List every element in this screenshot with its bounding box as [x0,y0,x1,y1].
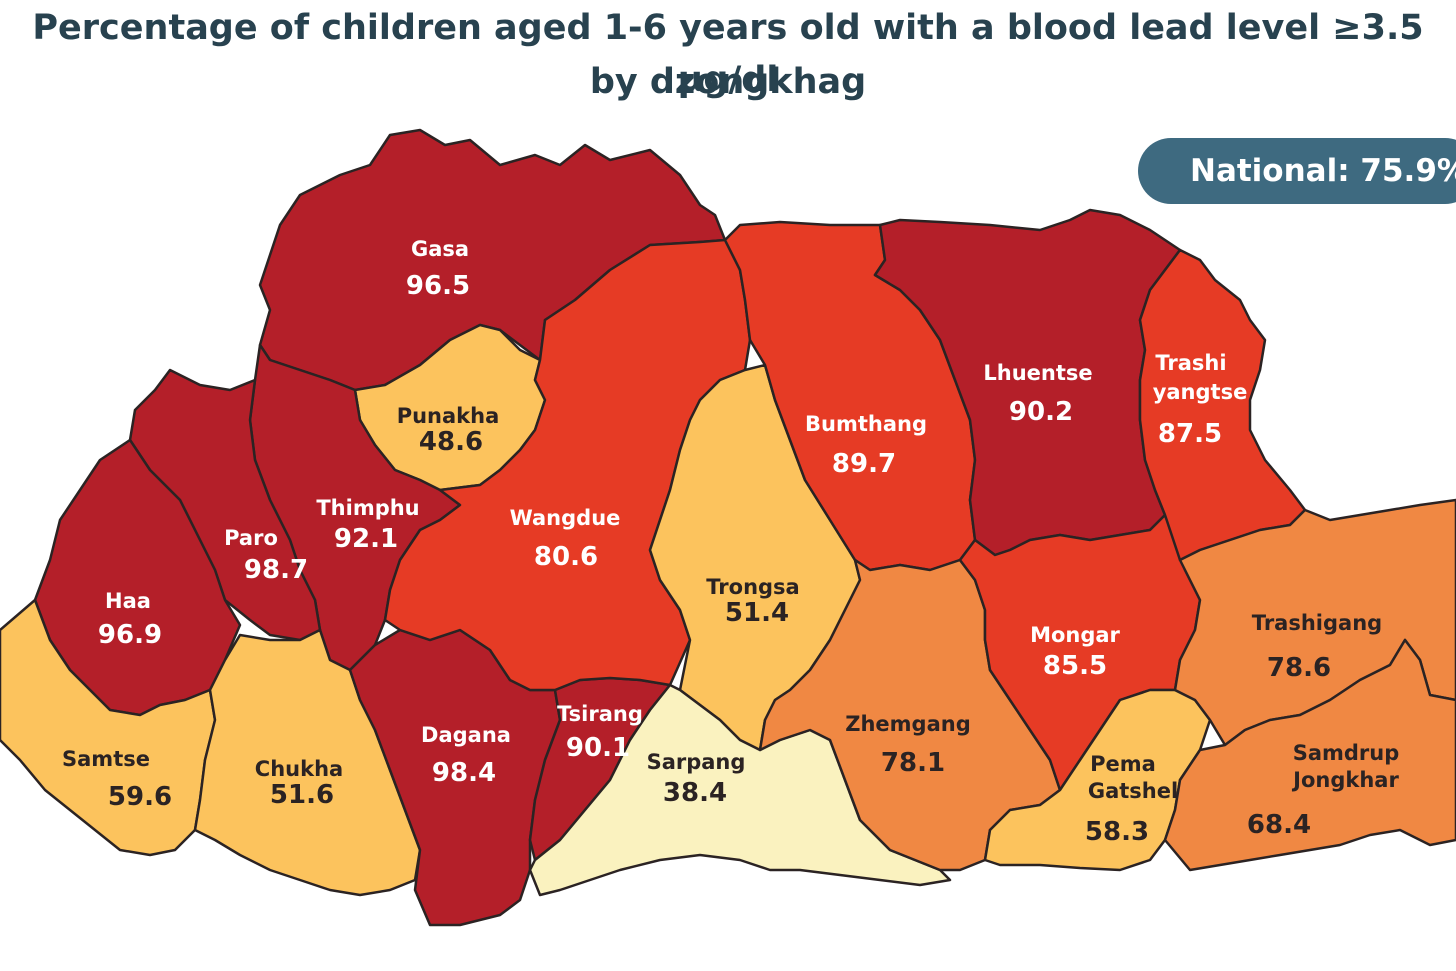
label-wangdue-value: 80.6 [534,542,598,572]
label-tsirang-name: Tsirang [557,702,643,726]
national-badge: National: 75.9% [1138,138,1456,204]
label-trashigang-value: 78.6 [1267,653,1331,683]
label-pema-gatshel-name-1: Pema [1090,752,1156,776]
label-samdrup-jongkhar-name-2: Jongkhar [1291,768,1399,792]
label-haa-name: Haa [105,589,151,613]
label-paro-name: Paro [224,526,278,550]
label-punakha-value: 48.6 [419,427,483,457]
label-punakha-name: Punakha [397,404,500,428]
label-trashigang-name: Trashigang [1252,611,1382,635]
label-samtse-value: 59.6 [108,782,172,812]
label-chukha-name: Chukha [255,757,343,781]
label-bumthang-value: 89.7 [832,449,896,479]
label-lhuentse-value: 90.2 [1009,397,1073,427]
label-zhemgang-name: Zhemgang [845,712,971,736]
label-mongar-name: Mongar [1030,623,1120,647]
label-sarpang-value: 38.4 [663,778,727,808]
label-samdrup-jongkhar-value: 68.4 [1247,810,1311,840]
label-haa-value: 96.9 [98,620,162,650]
label-trongsa-value: 51.4 [725,598,789,628]
label-gasa-name: Gasa [411,237,469,261]
label-zhemgang-value: 78.1 [881,748,945,778]
label-gasa-value: 96.5 [406,271,470,301]
map-title-line-2: by dzongkhag [589,62,867,102]
label-pema-gatshel-name-2: Gatshel [1088,779,1178,803]
label-trashi-yangtse-value: 87.5 [1158,419,1222,449]
label-dagana-value: 98.4 [432,758,496,788]
label-sarpang-name: Sarpang [647,750,746,774]
label-bumthang-name: Bumthang [805,412,927,436]
label-mongar-value: 85.5 [1043,651,1107,681]
label-samdrup-jongkhar-name-1: Samdrup [1293,741,1400,765]
label-paro-value: 98.7 [244,555,308,585]
label-lhuentse-name: Lhuentse [983,361,1092,385]
label-trashi-yangtse-name-1: Trashi [1155,351,1226,375]
map-title: Percentage of children aged 1-6 years ol… [32,8,1424,100]
label-samtse-name: Samtse [62,747,150,771]
label-trashi-yangtse-name-2: yangtse [1153,380,1248,404]
label-tsirang-value: 90.1 [566,733,630,763]
label-wangdue-name: Wangdue [510,506,621,530]
label-thimphu-name: Thimphu [316,496,419,520]
label-chukha-value: 51.6 [270,780,334,810]
region-samdrup-jongkhar[interactable] [1163,638,1456,872]
label-thimphu-value: 92.1 [334,524,398,554]
region-trashi-yangtse[interactable] [1138,248,1307,562]
label-trongsa-name: Trongsa [706,575,799,599]
label-dagana-name: Dagana [421,723,511,747]
label-pema-gatshel-value: 58.3 [1085,817,1149,847]
